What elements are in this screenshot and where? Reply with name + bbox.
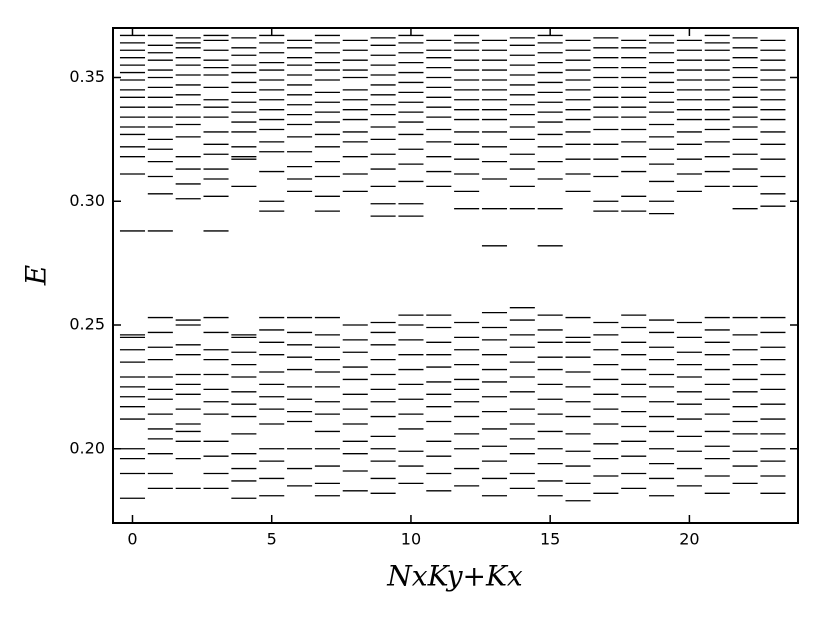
x-tick-label: 0 (127, 530, 137, 549)
x-tick-label: 15 (540, 530, 560, 549)
plot-frame (112, 27, 799, 524)
y-tick-label: 0.35 (69, 67, 105, 86)
x-tick-label: 20 (679, 530, 699, 549)
y-axis-label: E (20, 265, 53, 286)
y-tick-label: 0.30 (69, 191, 105, 210)
y-tick-label: 0.20 (69, 438, 105, 457)
x-tick-label: 10 (401, 530, 421, 549)
x-axis-label: NxKy+Kx (386, 560, 523, 593)
y-tick-label: 0.25 (69, 315, 105, 334)
x-tick-label: 5 (267, 530, 277, 549)
